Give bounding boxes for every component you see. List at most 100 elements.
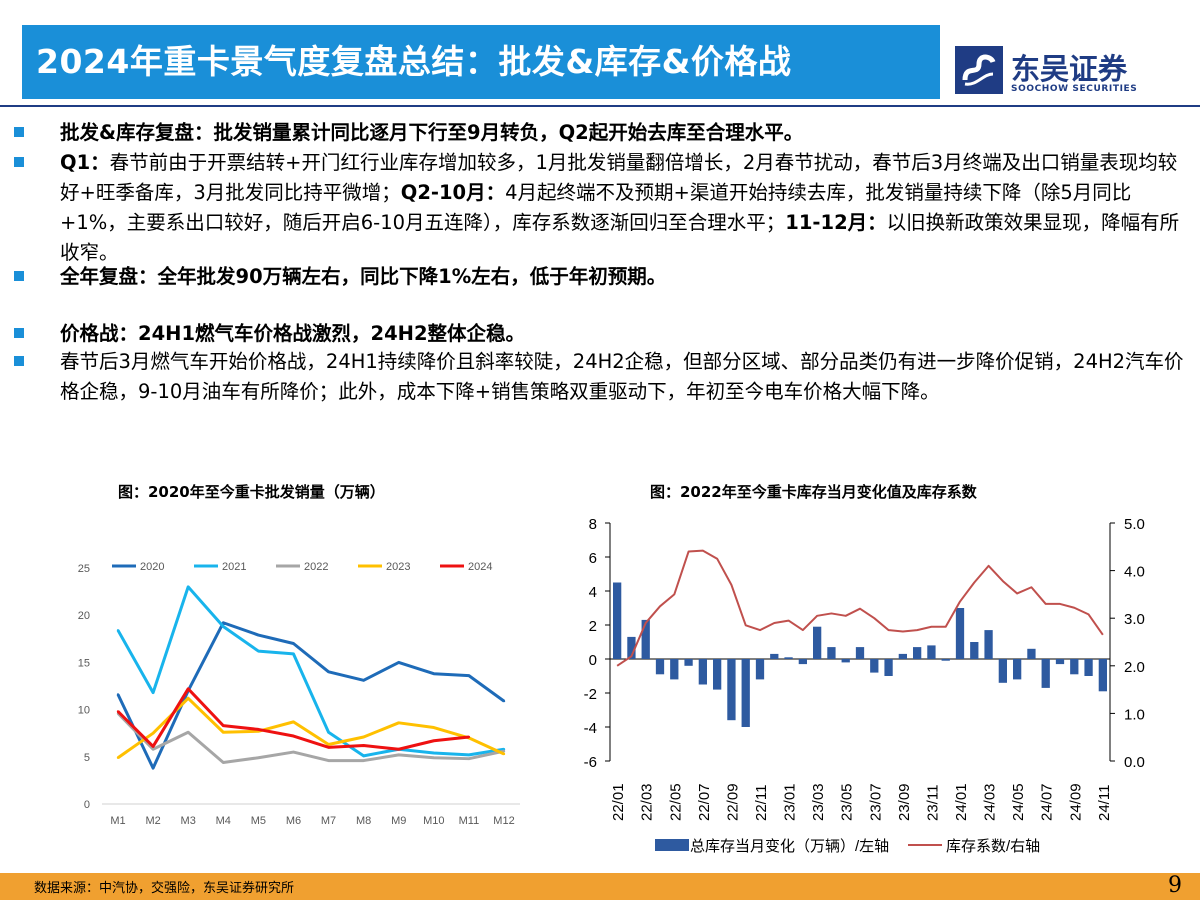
y2-tick-label: 2.0: [1124, 659, 1145, 676]
y-tick-label: -2: [584, 686, 597, 703]
inventory-change-bar: [698, 659, 707, 685]
inventory-change-bar: [855, 647, 865, 659]
y-tick-label: 2: [589, 618, 597, 635]
page-number: 9: [1168, 873, 1182, 898]
logo-text-en: SOOCHOW SECURITIES: [1011, 84, 1138, 94]
data-point: [186, 585, 190, 589]
inventory-change-bar: [955, 608, 965, 659]
data-point: [186, 687, 190, 691]
bullet-square-icon: [14, 127, 24, 137]
inventory-change-bar: [998, 659, 1007, 683]
data-point: [397, 721, 400, 725]
data-point: [116, 756, 120, 759]
inventory-change-bar: [1055, 659, 1065, 665]
y2-tick-label: 3.0: [1124, 611, 1145, 628]
inventory-change-bar: [741, 659, 750, 727]
inventory-change-bar: [970, 642, 979, 659]
x-tick-label: M9: [391, 815, 406, 827]
bullet-item: 全年复盘：全年批发90万辆左右，同比下降1%左右，低于年初预期。: [14, 262, 1190, 292]
company-logo: 东吴证券 SOOCHOW SECURITIES: [953, 42, 1153, 102]
y-tick-label: 4: [589, 584, 597, 601]
logo-mark-icon: [955, 46, 1003, 94]
data-point: [397, 753, 400, 757]
x-tick-label: 23/03: [810, 783, 827, 821]
logo-text-cn: 东吴证券: [1011, 52, 1128, 86]
bullet-item: 批发&库存复盘：批发销量累计同比逐月下行至9月转负，Q2起开始去库至合理水平。: [14, 118, 1190, 148]
y-tick-label: 25: [78, 563, 90, 575]
x-tick-label: 24/09: [1067, 783, 1084, 821]
bullet-square-icon: [14, 356, 24, 366]
x-tick-label: M7: [321, 815, 336, 827]
y2-tick-label: 0.0: [1124, 754, 1145, 771]
x-tick-label: M6: [286, 815, 301, 827]
x-tick-label: M12: [493, 815, 514, 827]
legend-label: 2023: [386, 561, 410, 573]
data-point: [257, 649, 260, 653]
data-point: [116, 693, 120, 696]
inventory-change-bar: [684, 659, 693, 666]
x-tick-label: M10: [423, 815, 444, 827]
y2-tick-label: 4.0: [1124, 564, 1145, 581]
data-point: [362, 735, 365, 739]
bullet-square-icon: [14, 157, 24, 167]
inventory-change-bar: [884, 659, 893, 676]
bullet-square-icon: [14, 328, 24, 338]
data-point: [432, 739, 436, 742]
y-tick-label: 15: [78, 657, 90, 669]
data-point: [362, 759, 365, 762]
inventory-change-bar: [627, 636, 636, 659]
data-point: [186, 731, 190, 734]
x-tick-label: M11: [459, 815, 480, 827]
data-point: [292, 642, 295, 645]
legend-label: 2020: [140, 561, 164, 573]
data-point: [292, 734, 295, 738]
bullet-lead: 11-12月：: [785, 211, 887, 234]
x-tick-label: 22/05: [667, 783, 684, 821]
legend-label: 2021: [222, 561, 246, 573]
x-tick-label: M8: [356, 815, 371, 827]
inventory-change-bar: [941, 659, 950, 661]
data-point: [397, 661, 400, 664]
data-point: [362, 744, 365, 747]
inventory-change-bar: [984, 630, 993, 659]
data-point: [327, 670, 330, 674]
x-tick-label: 24/07: [1039, 783, 1056, 821]
inventory-change-bar: [613, 582, 622, 659]
data-point: [222, 761, 225, 764]
x-tick-label: M5: [251, 815, 266, 827]
series-line-2023: [117, 696, 505, 759]
bullet-lead: 批发&库存复盘：批发销量累计同比逐月下行至9月转负，Q2起开始去库至合理水平。: [60, 121, 804, 144]
header-divider: [0, 105, 1200, 107]
inventory-change-bar: [927, 645, 936, 659]
legend-label: 总库存当月变化（万辆）/左轴: [690, 838, 889, 855]
x-tick-label: 23/11: [924, 785, 941, 821]
y-tick-label: 10: [78, 705, 90, 717]
y-tick-label: 20: [78, 610, 90, 622]
data-point: [257, 756, 260, 759]
inventory-change-bar: [898, 653, 907, 659]
inventory-change-bar: [1070, 659, 1079, 675]
y-tick-label: 0: [589, 652, 597, 669]
data-point: [222, 731, 225, 734]
data-point: [292, 750, 295, 754]
inventory-change-bar: [713, 659, 722, 690]
x-tick-label: 23/07: [867, 783, 884, 821]
data-point: [467, 757, 471, 760]
inventory-change-bar: [1098, 659, 1107, 692]
data-point: [257, 633, 260, 637]
y-tick-label: -4: [584, 720, 597, 737]
data-point: [432, 751, 436, 755]
bullet-text: 以旧换新政策效果显现，降幅有所收窄。: [60, 211, 1180, 264]
bullet-lead: Q2-10月：: [400, 181, 506, 204]
inventory-change-bar: [784, 657, 793, 659]
bullet-text: 春节后3月燃气车开始价格战，24H1持续降价且斜率较陡，24H2企稳，但部分区域…: [60, 350, 1184, 403]
data-point: [327, 746, 330, 749]
y-tick-label: 5: [84, 752, 90, 764]
data-point: [222, 625, 225, 628]
data-point: [467, 753, 471, 757]
bullet-lead: 价格战：24H1燃气车价格战激烈，24H2整体企稳。: [60, 322, 526, 345]
x-tick-label: 22/09: [724, 783, 741, 821]
x-tick-label: 22/01: [610, 783, 627, 821]
data-point: [292, 652, 295, 656]
inventory-change-bar: [670, 659, 679, 680]
